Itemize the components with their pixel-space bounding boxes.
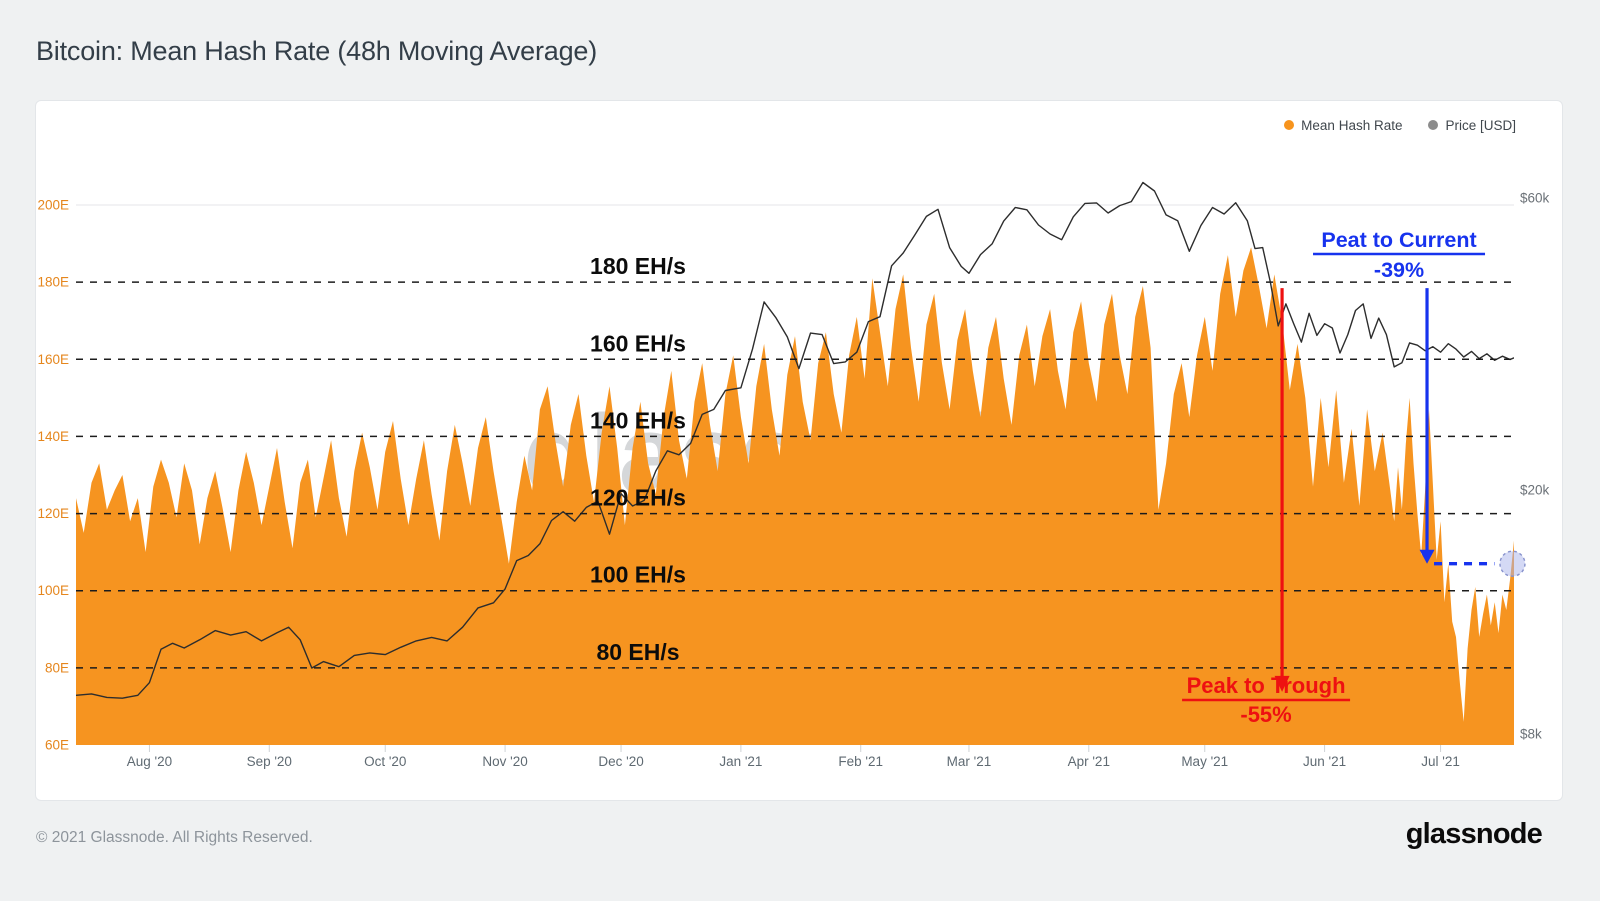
legend-dot [1428, 120, 1439, 130]
footer-copyright: © 2021 Glassnode. All Rights Reserved. [36, 829, 313, 846]
level-label-100: 100 EH/s [590, 562, 686, 588]
page-title: Bitcoin: Mean Hash Rate (48h Moving Aver… [36, 36, 598, 66]
y-left-tick: 120E [37, 506, 69, 521]
x-tick-label: Jan '21 [719, 754, 762, 769]
level-lines: 180 EH/s 160 EH/s 140 EH/s 120 EH/s 100 EH/s… [76, 253, 1514, 669]
level-label-80: 80 EH/s [596, 639, 679, 665]
level-label-180: 180 EH/s [590, 253, 686, 279]
level-label-120: 120 EH/s [590, 485, 686, 511]
x-tick-label: Aug '20 [127, 754, 172, 769]
level-label-160: 160 EH/s [590, 330, 686, 356]
x-tick-label: Oct '20 [364, 754, 406, 769]
y-left-tick: 200E [37, 198, 69, 213]
x-tick-label: Dec '20 [598, 754, 643, 769]
x-tick-label: Jul '21 [1421, 754, 1460, 769]
y-axis-right: $60k $20k $8k [1520, 191, 1550, 742]
x-tick-label: May '21 [1181, 754, 1228, 769]
annotation-peak-to-current: Peat to Current -39% [1313, 228, 1526, 577]
y-right-tick: $60k [1520, 191, 1550, 206]
y-right-tick: $20k [1520, 483, 1550, 498]
svg-text:-39%: -39% [1374, 258, 1424, 282]
legend-label: Price [USD] [1445, 117, 1516, 133]
legend-item-1[interactable]: Price [USD] [1428, 118, 1516, 133]
level-label-140: 140 EH/s [590, 407, 686, 433]
svg-text:-55%: -55% [1240, 702, 1291, 727]
y-left-tick: 60E [45, 738, 69, 753]
x-axis: Aug '20 Sep '20 Oct '20 Nov '20 Dec '20 Jan '… [127, 745, 1460, 769]
series-layer [76, 181, 1514, 745]
y-axis-left: 200E 180E 160E 140E 120E 100E 80E 60E [37, 198, 69, 753]
y-left-tick: 140E [37, 429, 69, 444]
x-tick-label: Sep '20 [247, 754, 292, 769]
x-tick-label: Mar '21 [947, 754, 992, 769]
svg-text:Peak to Trough: Peak to Trough [1187, 673, 1346, 698]
x-tick-label: Jun '21 [1303, 754, 1346, 769]
svg-text:Peat to Current: Peat to Current [1321, 228, 1476, 252]
y-left-tick: 80E [45, 660, 69, 675]
x-tick-label: Nov '20 [482, 754, 527, 769]
price-line[interactable] [76, 181, 1514, 699]
y-left-tick: 180E [37, 275, 69, 290]
x-tick-label: Apr '21 [1068, 754, 1110, 769]
y-left-tick: 160E [37, 352, 69, 367]
y-right-tick: $8k [1520, 726, 1542, 741]
y-left-tick: 100E [37, 583, 69, 598]
legend-item-0[interactable]: Mean Hash Rate [1284, 118, 1402, 133]
legend: Mean Hash Rate Price [USD] [1284, 114, 1516, 136]
glassnode-logo[interactable]: glassnode [1405, 818, 1543, 850]
annotation-peak-to-trough: Peak to Trough -55% [1182, 288, 1351, 727]
legend-label: Mean Hash Rate [1301, 117, 1403, 133]
hash-rate-area[interactable] [76, 247, 1514, 745]
x-tick-label: Feb '21 [838, 754, 883, 769]
current-point-marker [1499, 550, 1526, 577]
legend-dot [1284, 120, 1295, 130]
